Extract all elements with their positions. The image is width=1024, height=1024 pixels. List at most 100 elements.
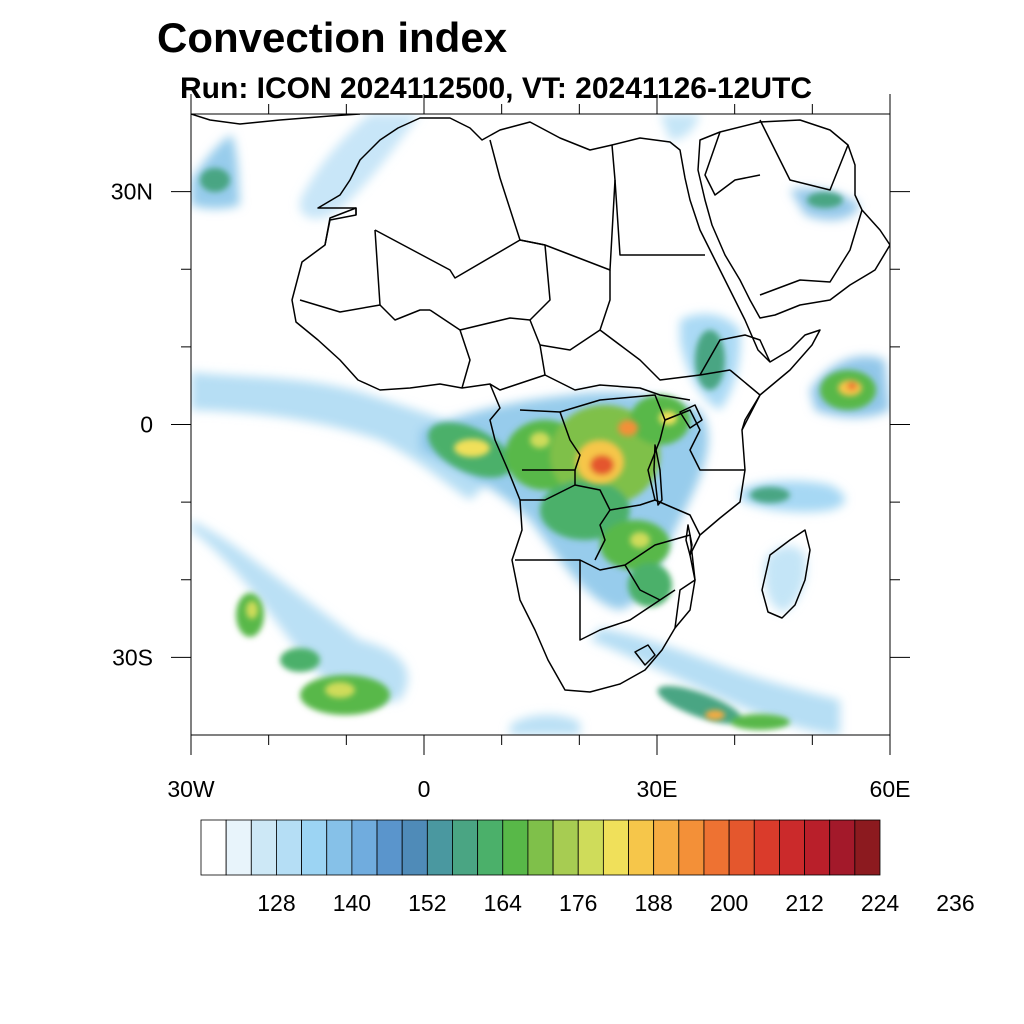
spot-gabon bbox=[454, 439, 490, 457]
plume-tropical-atlantic bbox=[191, 372, 520, 500]
blob-southeast-2 bbox=[730, 714, 790, 730]
colorbar-box bbox=[250, 819, 277, 876]
border-19 bbox=[594, 509, 611, 561]
lake-tanganyika bbox=[653, 444, 663, 506]
spot-congo-3 bbox=[618, 420, 638, 436]
horn-border-2 bbox=[699, 334, 771, 376]
colorbar-label: 212 bbox=[785, 890, 823, 916]
x-tick-label: 30E bbox=[637, 776, 678, 802]
spot-south-atlantic-west bbox=[246, 601, 258, 619]
border-8 bbox=[599, 329, 731, 381]
colorbar-box bbox=[351, 819, 378, 876]
border-15 bbox=[559, 394, 666, 511]
arabia-border-2 bbox=[759, 209, 863, 296]
blob-zimbabwe bbox=[628, 563, 672, 607]
colorbar-box bbox=[200, 819, 227, 876]
colorbar-box bbox=[678, 819, 705, 876]
plume-south-of-africa bbox=[590, 628, 840, 735]
border-13 bbox=[459, 317, 531, 331]
border-14 bbox=[519, 409, 581, 471]
colorbar-box bbox=[502, 819, 529, 876]
colorbar-box bbox=[628, 819, 655, 876]
europe-coastline bbox=[191, 114, 361, 125]
plume-southwest-atlantic bbox=[191, 520, 408, 702]
colorbar-label: 164 bbox=[484, 890, 523, 916]
arabia-coastline bbox=[697, 119, 890, 319]
colorbar-box bbox=[804, 819, 831, 876]
coastlines-and-borders bbox=[191, 114, 890, 693]
x-tick-label: 0 bbox=[418, 776, 431, 802]
field-intense bbox=[246, 380, 862, 720]
colorbar-box bbox=[552, 819, 579, 876]
colorbar-box bbox=[653, 819, 680, 876]
map-subtitle: Run: ICON 2024112500, VT: 20241126-12UTC bbox=[180, 72, 813, 105]
lake-malawi bbox=[685, 524, 693, 556]
colorbar-box bbox=[854, 819, 881, 876]
colorbar-label: 140 bbox=[333, 890, 371, 916]
border-16 bbox=[664, 409, 745, 471]
border-12 bbox=[379, 304, 430, 321]
colorbar-box bbox=[426, 819, 453, 876]
colorbar-label: 236 bbox=[936, 890, 974, 916]
colorbar-box bbox=[452, 819, 479, 876]
border-10 bbox=[544, 374, 691, 401]
spot-south-atlantic bbox=[325, 682, 355, 698]
spot-congo-west bbox=[530, 432, 550, 448]
border-4 bbox=[489, 139, 616, 271]
colorbar-box bbox=[753, 819, 780, 876]
colorbar-box bbox=[577, 819, 604, 876]
colorbar: 128 140 152 164 176 188 200 212 224 236 bbox=[200, 819, 975, 916]
colorbar-label: 200 bbox=[710, 890, 748, 916]
border-17 bbox=[520, 484, 576, 501]
colorbar-box bbox=[703, 819, 730, 876]
colorbar-box bbox=[527, 819, 554, 876]
axis-ticks: 30W 0 30E 60E 30N 0 30S bbox=[111, 94, 911, 802]
spot-congo-2 bbox=[590, 455, 614, 475]
blob-angola bbox=[540, 480, 630, 540]
x-tick-label: 30W bbox=[167, 776, 215, 802]
colorbar-box bbox=[728, 819, 755, 876]
border-5 bbox=[614, 179, 705, 256]
colorbar-label: 128 bbox=[257, 890, 295, 916]
colorbar-box bbox=[225, 819, 252, 876]
colorbar-box bbox=[326, 819, 353, 876]
y-tick-label: 0 bbox=[140, 412, 153, 438]
x-tick-label: 60E bbox=[870, 776, 911, 802]
blob-madagascar-east bbox=[750, 487, 790, 503]
blob-east-africa bbox=[695, 330, 725, 390]
blob-south-atlantic-3 bbox=[280, 648, 320, 672]
border-20 bbox=[654, 499, 701, 536]
border-11 bbox=[429, 309, 471, 389]
blob-gulf bbox=[807, 192, 843, 208]
colorbar-box bbox=[602, 819, 629, 876]
map-title: Convection index bbox=[157, 14, 508, 61]
horn-border bbox=[729, 369, 761, 431]
colorbar-box bbox=[779, 819, 805, 876]
colorbar-box bbox=[829, 819, 856, 876]
colorbar-label: 224 bbox=[861, 890, 900, 916]
colorbar-box bbox=[477, 819, 504, 876]
convection-field bbox=[191, 114, 890, 735]
colorbar-label: 152 bbox=[408, 890, 446, 916]
border-9 bbox=[489, 344, 546, 391]
border-22 bbox=[624, 564, 661, 601]
arabia-border-1 bbox=[759, 119, 849, 191]
spot-zambia bbox=[630, 532, 650, 548]
colorbar-box bbox=[276, 819, 302, 876]
colorbar-label: 188 bbox=[634, 890, 672, 916]
colorbar-box bbox=[376, 819, 403, 876]
lake-victoria bbox=[679, 404, 703, 429]
spot-arabian-sea-core bbox=[847, 382, 857, 390]
border-18 bbox=[515, 534, 691, 571]
plume-south-indian-ocean bbox=[510, 714, 580, 735]
blob-canaries bbox=[200, 168, 230, 192]
border-21 bbox=[579, 560, 676, 641]
border-7 bbox=[539, 270, 611, 351]
plume-north-africa bbox=[300, 114, 420, 219]
border-23 bbox=[674, 534, 696, 629]
africa-coastline bbox=[291, 117, 821, 693]
madagascar-coastline bbox=[761, 529, 811, 619]
plume-madagascar bbox=[764, 545, 807, 612]
plume-mediterranean bbox=[660, 114, 700, 140]
